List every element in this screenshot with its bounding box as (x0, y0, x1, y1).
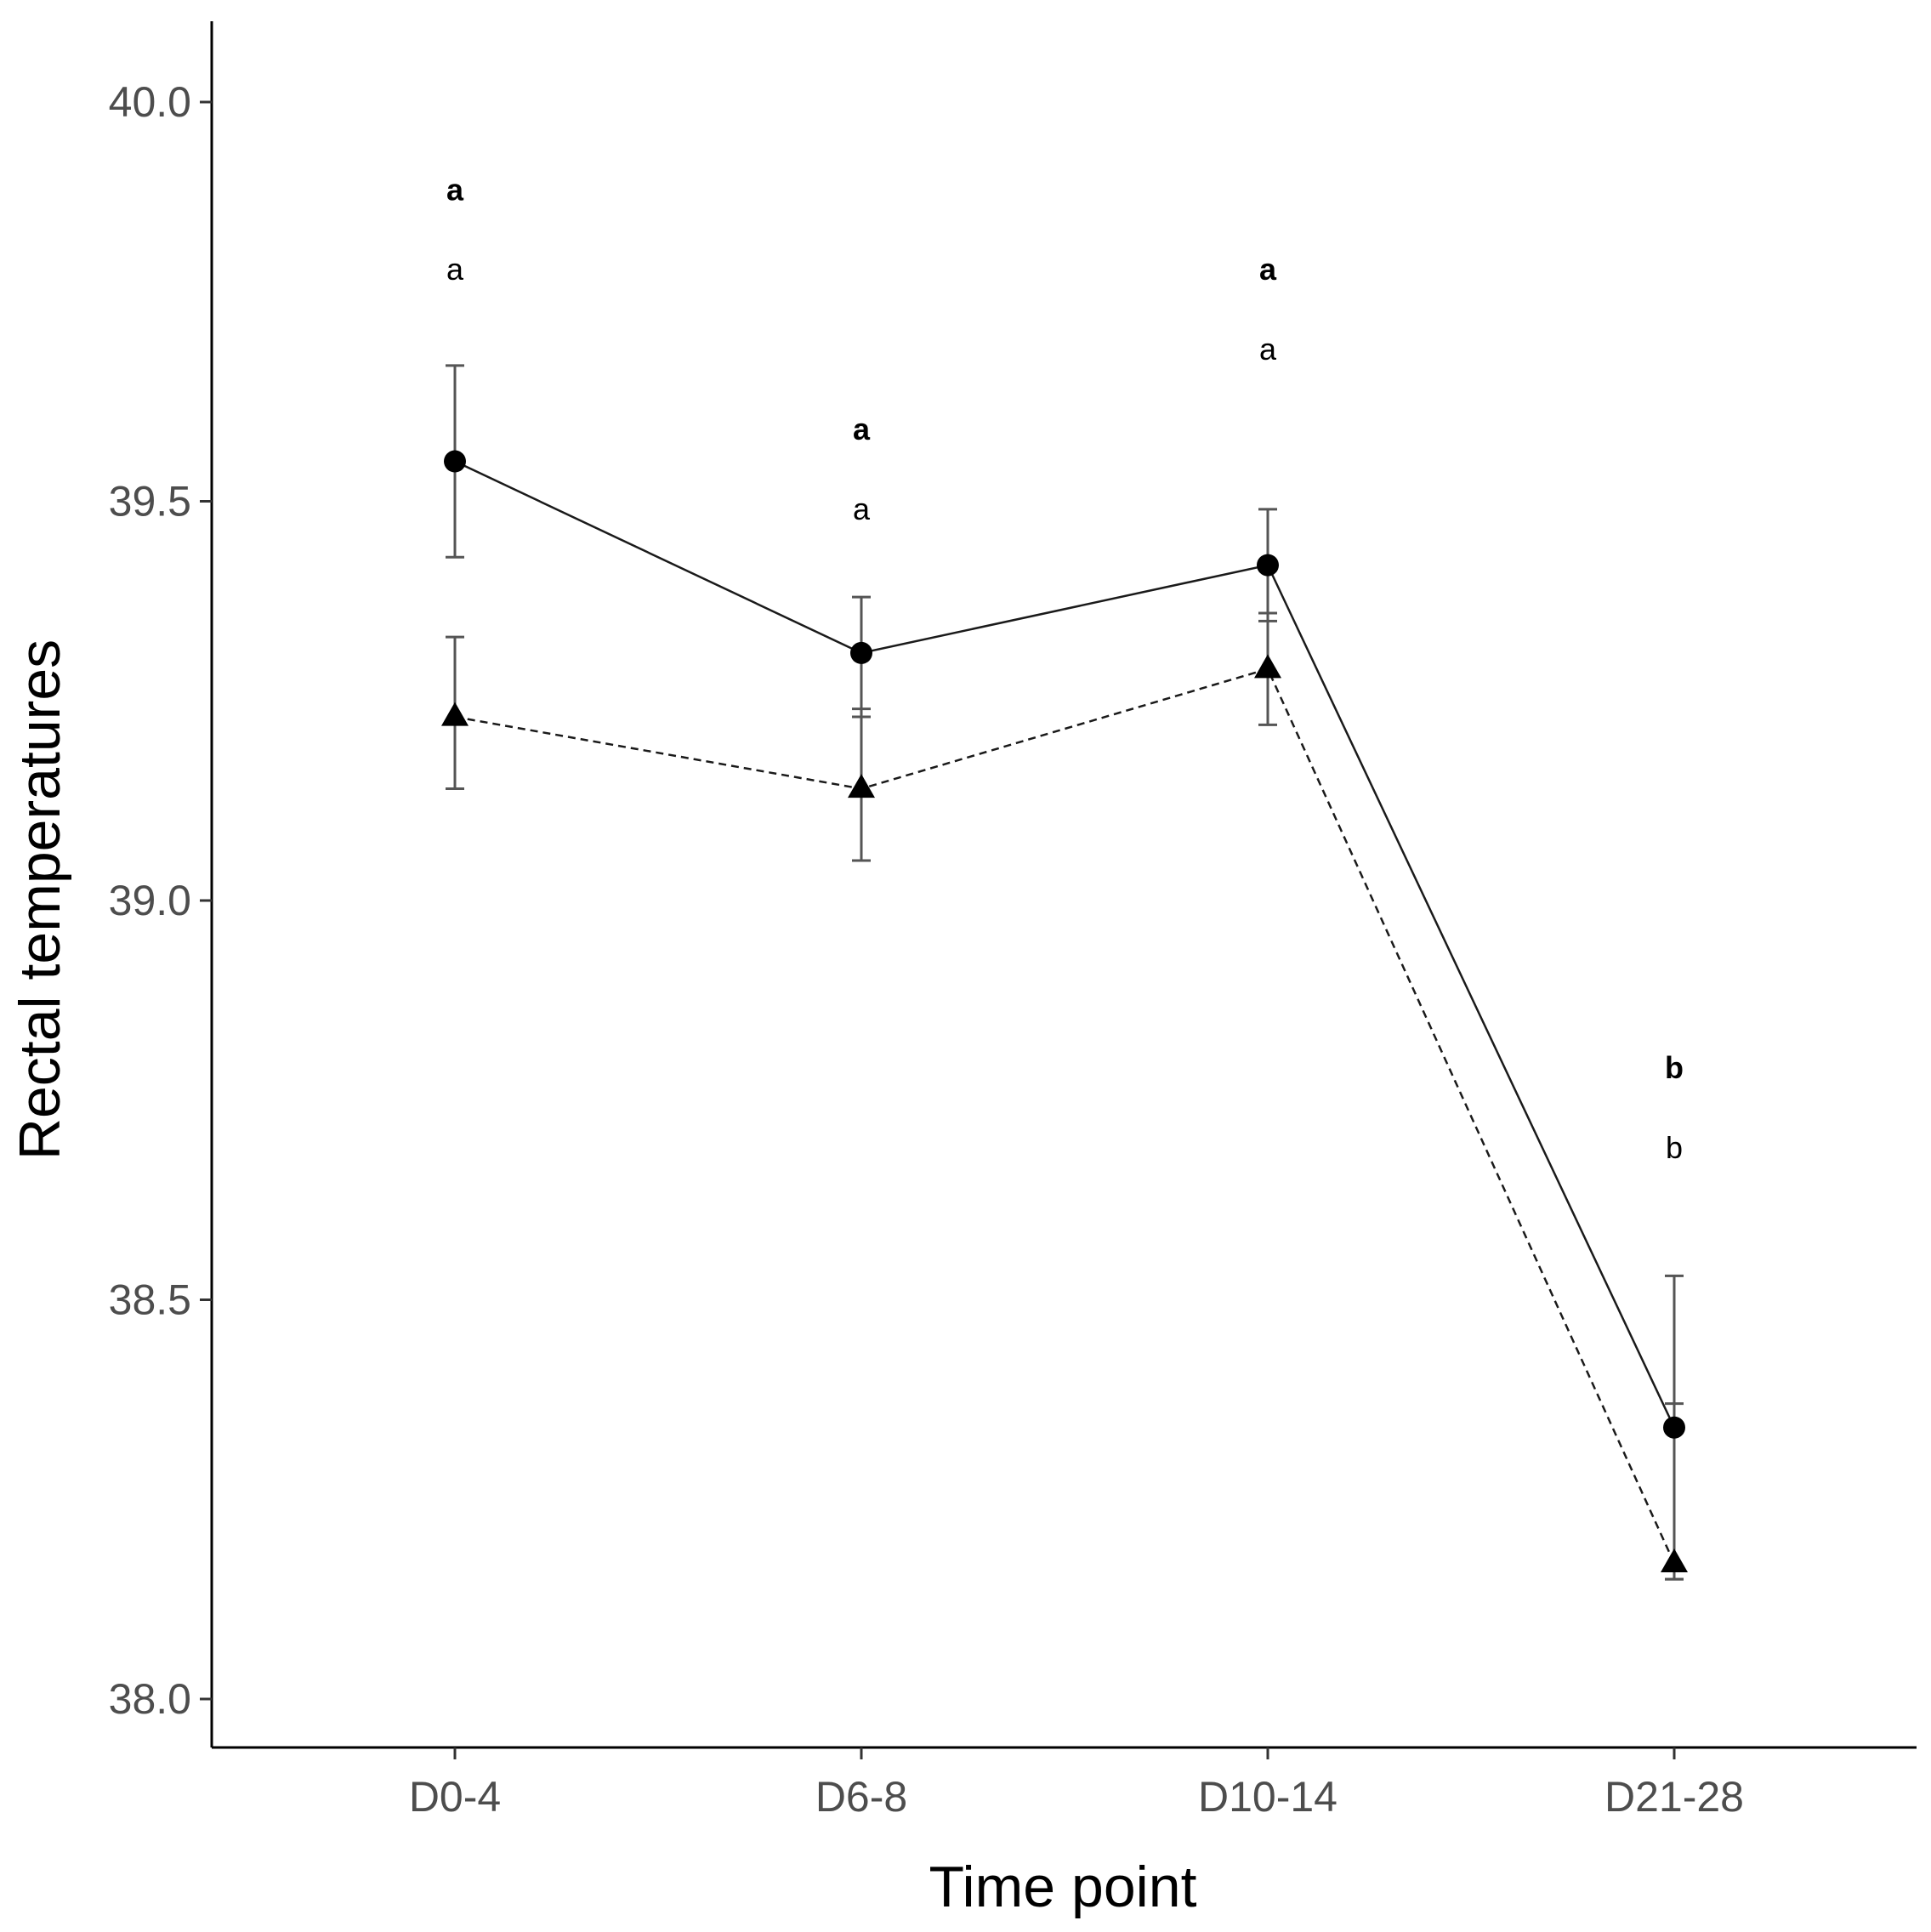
data-point-triangle (441, 702, 469, 726)
data-point-circle (850, 641, 872, 664)
y-axis-title: Rectal temperatures (8, 639, 72, 1160)
significance-letter: a (446, 252, 464, 287)
significance-letter: a (1259, 332, 1277, 367)
significance-letter-bold: b (1665, 1050, 1684, 1085)
series-line-2 (454, 668, 1676, 1564)
data-point-triangle (848, 774, 875, 798)
y-tick-label: 38.0 (109, 1675, 191, 1723)
series-line-1 (454, 460, 1676, 1429)
significance-letter-bold: a (446, 172, 464, 207)
y-tick-label: 39.0 (109, 877, 191, 924)
significance-letter: a (853, 492, 871, 526)
significance-letter-bold: a (853, 412, 871, 446)
x-tick-label: D21-28 (1604, 1773, 1744, 1821)
data-point-circle (1257, 554, 1279, 577)
annotations: a a a a a a b b (446, 172, 1684, 1165)
x-ticks: D0-4 D6-8 D10-14 D21-28 (409, 1747, 1744, 1821)
x-tick-label: D0-4 (409, 1773, 501, 1821)
data-point-circle (1663, 1416, 1685, 1439)
y-tick-label: 38.5 (109, 1276, 191, 1324)
data-point-triangle (1254, 654, 1281, 679)
data-point-triangle (1661, 1548, 1688, 1573)
y-ticks: 38.0 38.5 39.0 39.5 40.0 (109, 78, 212, 1723)
series (441, 364, 1688, 1581)
y-tick-label: 40.0 (109, 78, 191, 126)
x-tick-label: D6-8 (815, 1773, 907, 1821)
axes (210, 21, 1917, 1749)
significance-letter-bold: a (1259, 252, 1277, 287)
data-point-circle (444, 450, 466, 473)
y-tick-label: 39.5 (109, 478, 191, 526)
significance-letter: b (1666, 1130, 1683, 1165)
x-axis-title: Time point (929, 1855, 1197, 1919)
x-tick-label: D10-14 (1198, 1773, 1338, 1821)
